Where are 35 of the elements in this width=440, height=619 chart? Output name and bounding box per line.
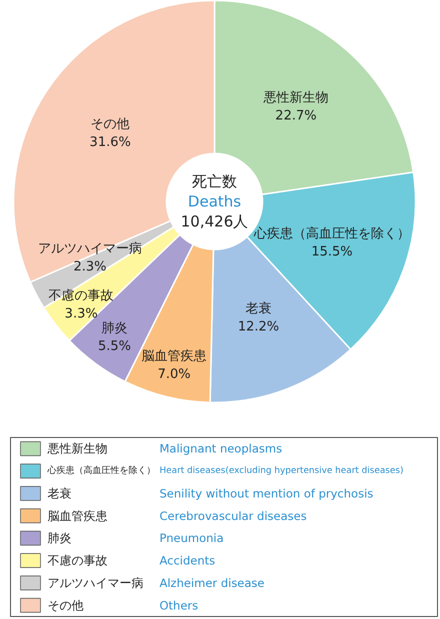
data-label: 12.2%	[238, 320, 280, 335]
text: 死亡数	[192, 172, 237, 190]
text: Others	[160, 598, 198, 612]
slice-label: アルツハイマー病	[38, 242, 142, 257]
data-label: 3.3%	[64, 306, 98, 322]
slice-label: 不慮の事故	[48, 288, 114, 304]
text: Alzheimer disease	[160, 576, 264, 590]
text: Senility without mention of prychosis	[160, 486, 374, 500]
legend-label: 悪性新生物	[46, 442, 108, 456]
data-label: 2.3%	[74, 260, 107, 275]
legend-label: 肺炎	[48, 531, 72, 546]
slice-label: 老衰	[246, 300, 272, 317]
slice-label: 悪性新生物	[262, 90, 328, 106]
data-label: 22.7%	[275, 108, 317, 124]
text: Cerebrovascular diseases	[160, 508, 307, 523]
text: Heart diseases(excluding hypertensive heart diseases)	[160, 466, 404, 476]
legend-label: その他	[48, 598, 84, 612]
data-label: 5.5%	[98, 339, 132, 354]
legend-label: 老衰	[48, 486, 72, 500]
data-label: 31.6%	[90, 134, 131, 150]
slice-label: 脳血管疾患	[142, 348, 207, 364]
slice-label: 肺炎	[101, 321, 128, 336]
legend-label: 不慮の事故	[48, 554, 108, 568]
text: 10,426人	[180, 212, 248, 230]
legend-label: アルツハイマー病	[48, 576, 144, 590]
text: Accidents	[160, 554, 216, 568]
legend-label: 脳血管疾患	[48, 508, 108, 523]
text: Malignant neoplasms	[160, 442, 282, 456]
slice-label: 心疾患（高血圧性を除く）	[252, 226, 410, 242]
legend-label: 心疾患（高血圧性を除く）	[46, 465, 156, 476]
text: Deaths	[188, 192, 242, 210]
text: Pneumonia	[160, 531, 224, 546]
data-label: 7.0%	[158, 366, 191, 382]
slice-label: その他	[90, 116, 130, 132]
data-label: 15.5%	[311, 244, 353, 260]
